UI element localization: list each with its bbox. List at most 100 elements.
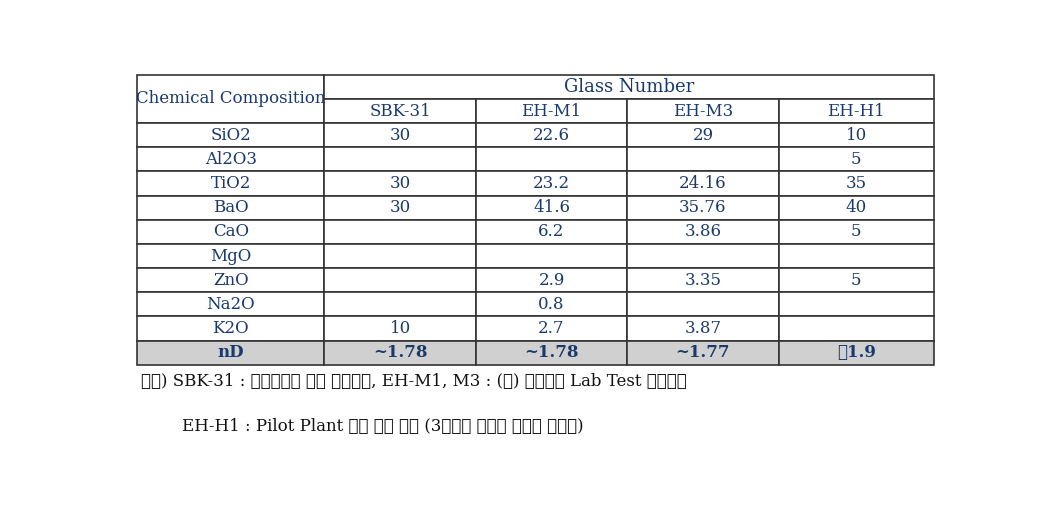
Bar (475, 147, 627, 172)
Text: Al2O3: Al2O3 (205, 151, 257, 168)
Text: Na2O: Na2O (207, 296, 255, 313)
Bar (779, 268, 934, 292)
Bar (779, 172, 934, 195)
Text: Glass Number: Glass Number (564, 78, 694, 96)
Bar (779, 147, 934, 172)
Bar (475, 317, 627, 341)
Bar (137, 220, 324, 244)
Bar (627, 292, 779, 317)
Text: 3.87: 3.87 (684, 320, 721, 337)
Bar (137, 317, 324, 341)
Bar (324, 75, 934, 99)
Bar (137, 341, 324, 365)
Bar (475, 341, 627, 365)
Text: SBK-31: SBK-31 (369, 102, 431, 120)
Text: 35: 35 (845, 175, 867, 192)
Text: ~1.78: ~1.78 (373, 344, 427, 361)
Bar (324, 123, 475, 147)
Bar (627, 123, 779, 147)
Bar (324, 341, 475, 365)
Bar (475, 99, 627, 123)
Bar (324, 244, 475, 268)
Text: 30: 30 (390, 127, 411, 144)
Text: 40: 40 (845, 199, 867, 216)
Text: ZnO: ZnO (213, 272, 249, 289)
Bar (137, 147, 324, 172)
Text: EH-H1 : Pilot Plant 적용 유리 조성 (3차년도 고굴절 유리알 제조용): EH-H1 : Pilot Plant 적용 유리 조성 (3차년도 고굴절 유… (182, 418, 583, 435)
Bar (627, 147, 779, 172)
Text: 0.8: 0.8 (538, 296, 564, 313)
Bar (627, 268, 779, 292)
Bar (475, 292, 627, 317)
Bar (324, 172, 475, 195)
Text: nD: nD (217, 344, 245, 361)
Text: CaO: CaO (213, 223, 249, 240)
Text: K2O: K2O (212, 320, 249, 337)
Text: TiO2: TiO2 (210, 175, 251, 192)
Text: 10: 10 (845, 127, 867, 144)
Bar (324, 195, 475, 220)
Bar (627, 317, 779, 341)
Bar (137, 268, 324, 292)
Bar (475, 172, 627, 195)
Bar (324, 99, 475, 123)
Bar (779, 317, 934, 341)
Bar (324, 147, 475, 172)
Bar (137, 172, 324, 195)
Text: 10: 10 (390, 320, 411, 337)
Text: 2.7: 2.7 (538, 320, 564, 337)
Bar (779, 99, 934, 123)
Bar (779, 341, 934, 365)
Bar (137, 123, 324, 147)
Text: 24.16: 24.16 (679, 175, 726, 192)
Bar (779, 195, 934, 220)
Bar (475, 123, 627, 147)
Text: 5: 5 (851, 223, 861, 240)
Text: 30: 30 (390, 199, 411, 216)
Bar (475, 244, 627, 268)
Bar (627, 341, 779, 365)
Text: ≧1.9: ≧1.9 (837, 344, 876, 361)
Bar (324, 220, 475, 244)
Text: 3.86: 3.86 (684, 223, 721, 240)
Text: 3.35: 3.35 (684, 272, 721, 289)
Text: SiO2: SiO2 (210, 127, 251, 144)
Bar (324, 292, 475, 317)
Text: 29: 29 (693, 127, 714, 144)
Bar (779, 123, 934, 147)
Bar (137, 244, 324, 268)
Text: 23.2: 23.2 (533, 175, 571, 192)
Text: 41.6: 41.6 (533, 199, 570, 216)
Bar (627, 99, 779, 123)
Text: 35.76: 35.76 (679, 199, 726, 216)
Text: BaO: BaO (213, 199, 249, 216)
Bar (475, 268, 627, 292)
Bar (627, 220, 779, 244)
Text: MgO: MgO (210, 247, 252, 265)
Bar (137, 195, 324, 220)
Text: Chemical Composition: Chemical Composition (136, 91, 325, 107)
Text: 22.6: 22.6 (533, 127, 570, 144)
Bar (137, 75, 324, 123)
Bar (324, 317, 475, 341)
Bar (475, 220, 627, 244)
Text: 5: 5 (851, 151, 861, 168)
Text: ~1.78: ~1.78 (525, 344, 579, 361)
Bar (324, 268, 475, 292)
Text: ~1.77: ~1.77 (676, 344, 730, 361)
Bar (779, 292, 934, 317)
Text: 2.9: 2.9 (538, 272, 564, 289)
Bar (627, 172, 779, 195)
Text: EH-M1: EH-M1 (521, 102, 582, 120)
Text: EH-M3: EH-M3 (673, 102, 733, 120)
Bar (475, 195, 627, 220)
Text: EH-H1: EH-H1 (828, 102, 885, 120)
Bar (627, 244, 779, 268)
Text: 6.2: 6.2 (538, 223, 564, 240)
Text: 비고) SBK-31 : 공주대학교 추천 유리조성, EH-M1, M3 : (주) 이화정공 Lab Test 유리조성: 비고) SBK-31 : 공주대학교 추천 유리조성, EH-M1, M3 : … (141, 373, 687, 390)
Bar (779, 244, 934, 268)
Bar (779, 220, 934, 244)
Bar (137, 292, 324, 317)
Text: 5: 5 (851, 272, 861, 289)
Bar (627, 195, 779, 220)
